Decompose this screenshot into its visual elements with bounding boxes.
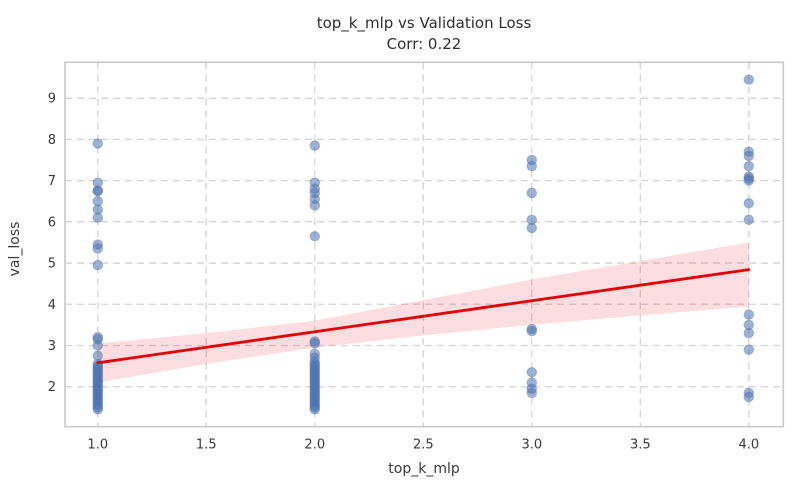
data-point [526,366,538,378]
data-point [92,185,104,197]
data-point [92,404,104,415]
x-tick-label: 3.5 [630,438,651,453]
x-tick-label: 1.5 [196,438,217,453]
y-tick-label: 2 [48,380,56,395]
data-point [743,197,755,209]
data-point [743,327,755,339]
data-point [309,200,321,211]
data-point [743,309,755,320]
data-point [526,387,538,399]
data-point [743,391,755,403]
data-point [526,187,538,199]
y-tick-label: 7 [48,174,56,189]
y-tick-label: 3 [48,339,56,354]
data-point [309,140,321,151]
data-point [743,160,755,172]
x-tick-label: 3.0 [521,438,542,453]
scatter-points-layer [92,74,755,415]
data-point [309,404,321,415]
data-point [743,175,755,186]
gridlines [65,62,784,427]
confidence-band [97,242,749,383]
y-tick-labels: 2 3 4 5 6 7 8 9 [48,92,56,396]
data-point [309,230,321,242]
x-axis-label: top_k_mlp [388,461,460,477]
data-point [526,325,538,337]
data-point [743,344,755,355]
x-tick-label: 4.0 [738,438,759,453]
data-point [92,138,104,149]
y-tick-label: 4 [48,298,56,313]
chart-subtitle: Corr: 0.22 [387,35,462,53]
data-point [526,160,538,172]
x-tick-label: 2.0 [304,438,325,453]
y-tick-label: 6 [48,215,56,230]
y-tick-label: 9 [48,92,56,107]
x-tick-labels: 1.0 1.5 2.0 2.5 3.0 3.5 4.0 [87,438,759,453]
chart-title: top_k_mlp vs Validation Loss [317,14,532,33]
data-point [309,338,321,349]
data-point [92,243,104,254]
x-tick-label: 1.0 [87,438,108,453]
y-tick-label: 5 [48,257,56,272]
data-point [743,214,755,226]
y-axis-label: val_loss [7,222,23,277]
data-point [743,150,755,162]
data-point [92,259,104,271]
regression-line [96,268,751,365]
y-tick-label: 8 [48,133,56,148]
data-point [526,222,538,234]
x-tick-label: 2.5 [413,438,434,453]
data-point [92,212,104,224]
plot-border [64,61,785,428]
data-point [743,74,755,85]
data-point [92,340,104,351]
confidence-band-layer [97,242,749,383]
regression-line-layer [96,268,751,365]
